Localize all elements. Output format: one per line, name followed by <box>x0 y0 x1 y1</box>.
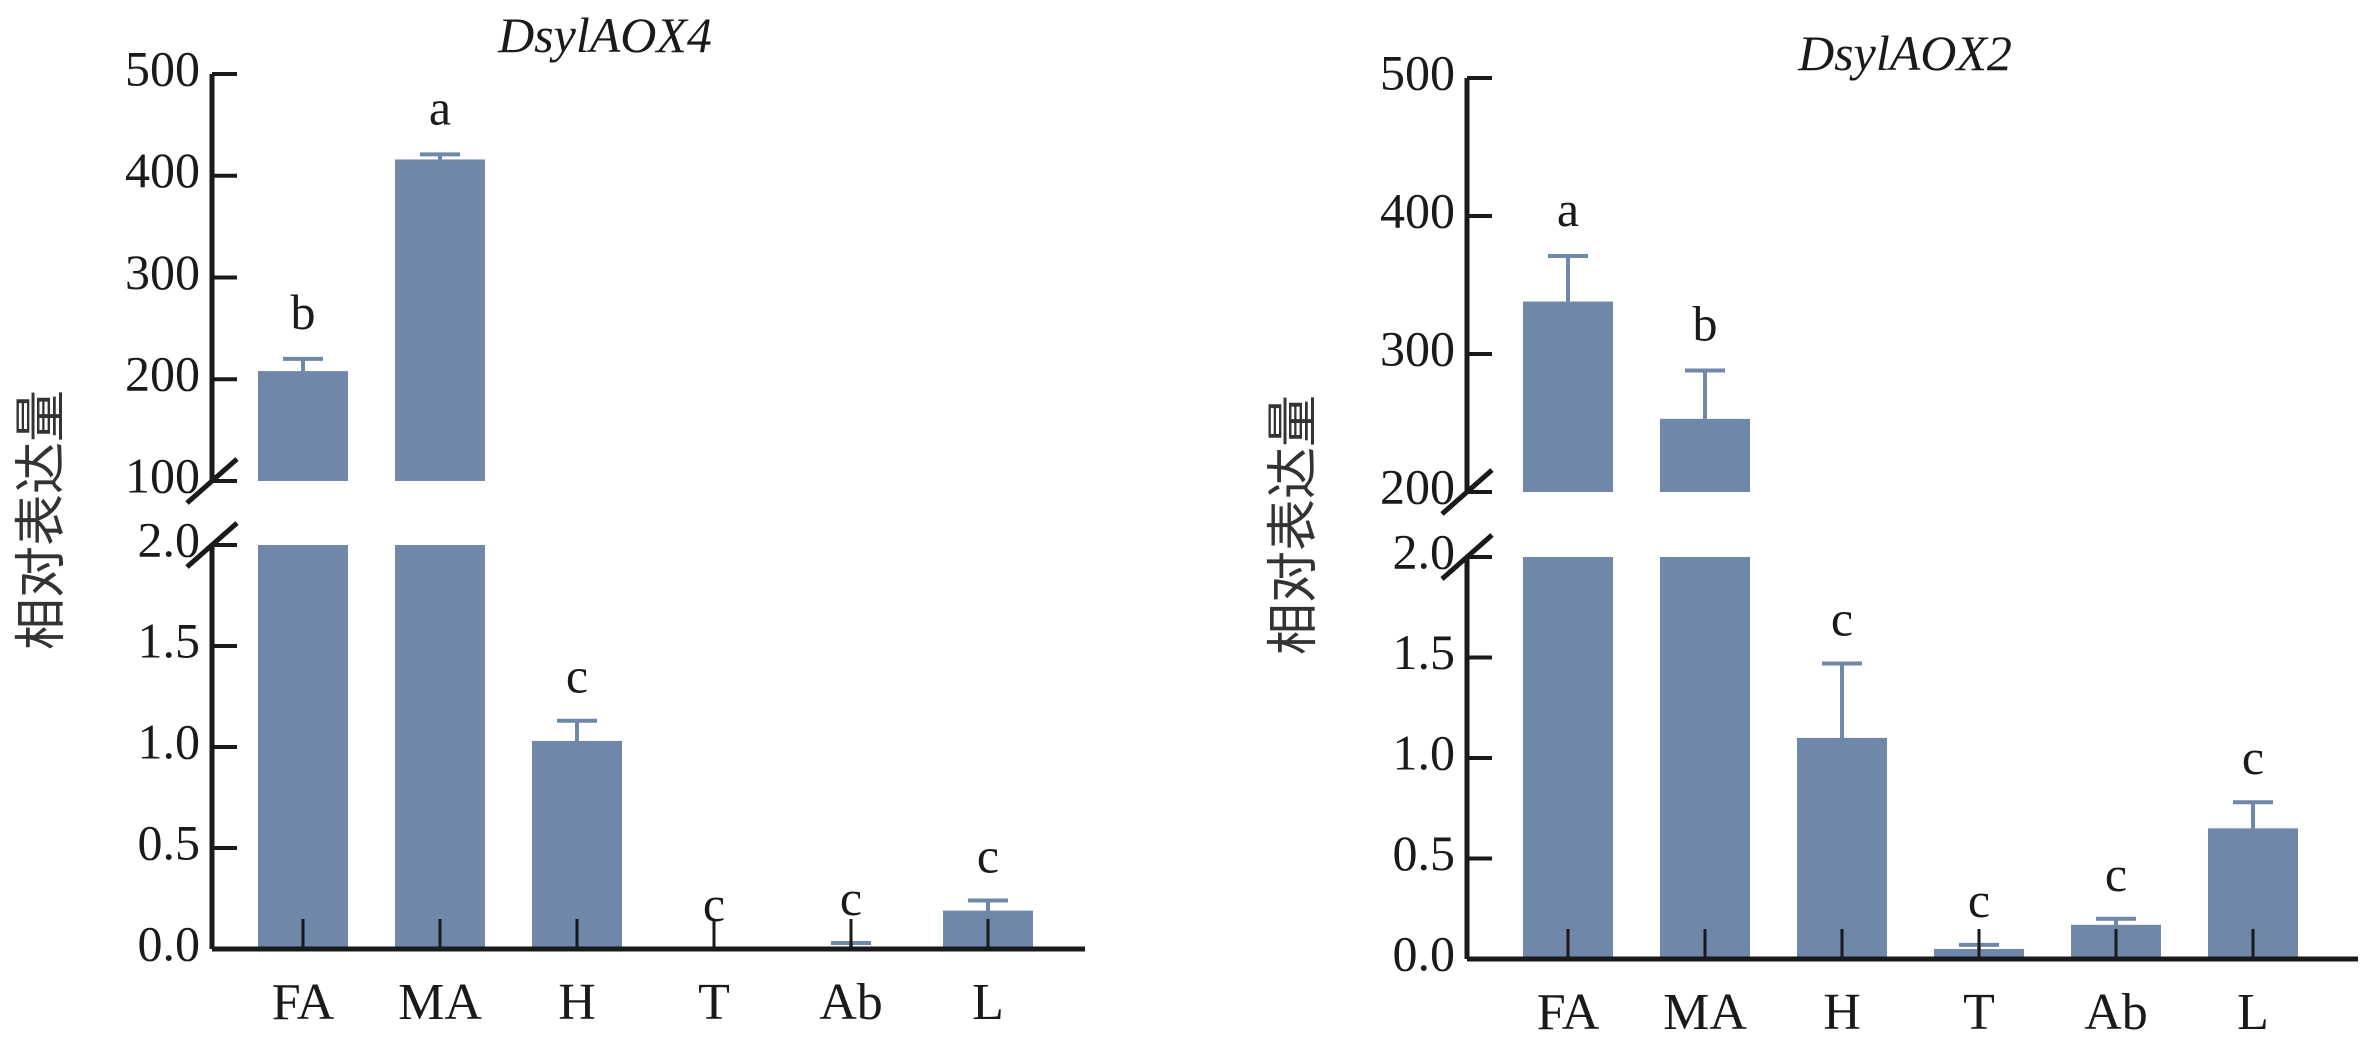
x-tick-label-ma: MA <box>398 974 482 1031</box>
y-tick-label-1-0: 1.0 <box>1393 724 1456 780</box>
x-tick-label-ma: MA <box>1663 984 1747 1041</box>
sig-letter-ma: a <box>429 79 451 135</box>
bar-h <box>1797 737 1887 959</box>
x-tick-label-h: H <box>558 974 596 1031</box>
bar-fa <box>258 371 348 481</box>
bar-ma <box>1660 418 1750 492</box>
x-tick-label-l: L <box>972 974 1004 1031</box>
x-tick-label-t: T <box>1963 984 1995 1041</box>
y-tick-label-0-5: 0.5 <box>138 814 201 870</box>
sig-letter-t: c <box>703 876 725 932</box>
y-tick-label-200: 200 <box>1380 458 1455 514</box>
bar-lower-ma <box>395 545 485 949</box>
x-tick-label-ab: Ab <box>2084 984 2148 1041</box>
bar-lower-fa <box>258 545 348 949</box>
x-tick-label-fa: FA <box>1537 984 1600 1041</box>
y-tick-label-0-5: 0.5 <box>1393 825 1456 881</box>
y-tick-label-0-0: 0.0 <box>138 915 201 971</box>
y-tick-label-2-0: 2.0 <box>138 511 201 567</box>
y-tick-label-1-5: 1.5 <box>138 612 201 668</box>
sig-letter-h: c <box>1831 591 1853 647</box>
y-tick-label-500: 500 <box>125 40 200 96</box>
y-tick-label-200: 200 <box>125 346 200 402</box>
sig-letter-l: c <box>977 828 999 884</box>
panel-dsylaox4: DsylAOX4相对表达量bFAaMAcHcTcAbcL0.00.51.01.5… <box>12 7 1085 1031</box>
bar-lower-fa <box>1523 557 1613 959</box>
sig-letter-ab: c <box>840 870 862 926</box>
y-tick-label-100: 100 <box>125 447 200 503</box>
sig-letter-ma: b <box>1693 296 1718 352</box>
y-tick-label-0-0: 0.0 <box>1393 925 1456 981</box>
y-tick-label-1-0: 1.0 <box>138 713 201 769</box>
bar-lower-ma <box>1660 557 1750 959</box>
chart-title: DsylAOX4 <box>497 7 712 63</box>
bar-ma <box>395 159 485 481</box>
sig-letter-l: c <box>2242 729 2264 785</box>
x-tick-label-t: T <box>698 974 730 1031</box>
y-tick-label-500: 500 <box>1380 44 1455 100</box>
x-tick-label-ab: Ab <box>819 974 883 1031</box>
bar-h <box>532 740 622 949</box>
x-tick-label-h: H <box>1823 984 1861 1041</box>
x-tick-label-l: L <box>2237 984 2269 1041</box>
y-tick-label-400: 400 <box>1380 182 1455 238</box>
y-axis-label: 相对表达量 <box>1264 395 1324 655</box>
y-tick-label-300: 300 <box>1380 320 1455 376</box>
sig-letter-t: c <box>1968 872 1990 928</box>
y-axis-label: 相对表达量 <box>12 390 72 650</box>
sig-letter-fa: a <box>1557 181 1579 237</box>
bar-fa <box>1523 301 1613 492</box>
y-tick-label-400: 400 <box>125 142 200 198</box>
x-tick-label-fa: FA <box>272 974 335 1031</box>
panel-dsylaox2: DsylAOX2相对表达量aFAbMAcHcTcAbcL0.00.51.01.5… <box>1264 25 2358 1041</box>
y-tick-label-300: 300 <box>125 244 200 300</box>
sig-letter-fa: b <box>291 284 316 340</box>
sig-letter-h: c <box>566 648 588 704</box>
chart-title: DsylAOX2 <box>1797 25 2012 81</box>
y-tick-label-2-0: 2.0 <box>1393 523 1456 579</box>
y-tick-label-1-5: 1.5 <box>1393 624 1456 680</box>
sig-letter-ab: c <box>2105 846 2127 902</box>
